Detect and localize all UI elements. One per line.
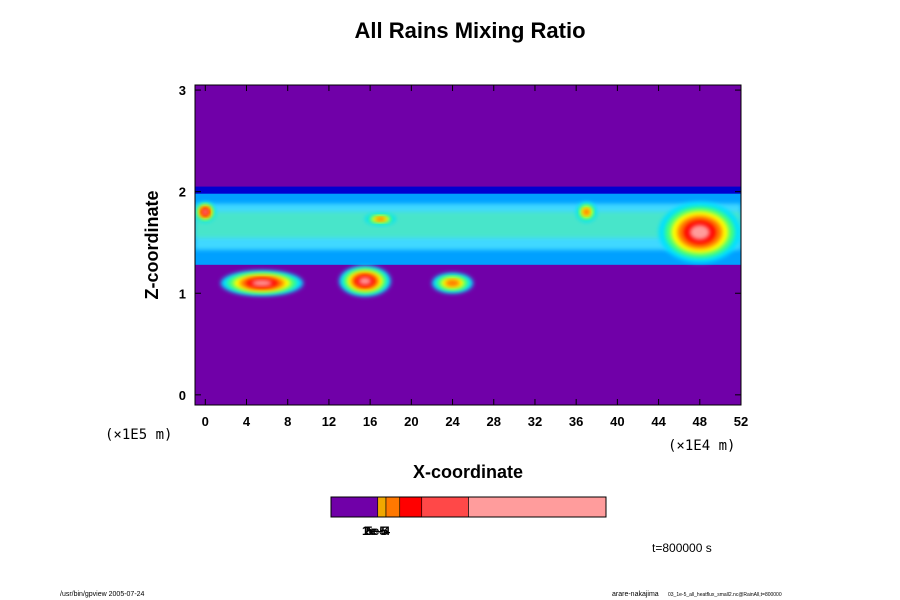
x-tick-label: 44 (651, 414, 666, 429)
x-tick-label: 48 (693, 414, 707, 429)
x-tick-label: 16 (363, 414, 377, 429)
x-tick-label: 0 (202, 414, 209, 429)
cloud-band-green (195, 211, 741, 238)
y-tick-label: 2 (179, 185, 186, 200)
y-ticks: 0 1 2 3 (179, 83, 741, 403)
rain-blob-contour (202, 209, 208, 215)
plot-features (195, 186, 741, 297)
x-tick-label: 12 (322, 414, 336, 429)
rain-blob-contour (375, 216, 386, 222)
y-tick-label: 1 (179, 286, 186, 301)
colorbar-segment (377, 496, 387, 518)
time-label: t=800000 s (652, 541, 712, 555)
x-axis-label: X-coordinate (413, 462, 523, 482)
colorbar-tick-label: 5e-4 (366, 524, 390, 538)
colorbar-segment (468, 496, 607, 518)
y-axis-label: Z-coordinate (142, 190, 162, 299)
rain-blob-contour (582, 208, 591, 216)
x-tick-label: 36 (569, 414, 583, 429)
colorbar-tick-label: 1e-5 (362, 524, 386, 538)
chart-title: All Rains Mixing Ratio (354, 18, 585, 43)
x-tick-label: 20 (404, 414, 418, 429)
y-unit-label: (×1E5 m) (105, 427, 172, 443)
footer-left: /usr/bin/gpview 2005-07-24 (60, 591, 145, 598)
colorbar-labels: 1e-52e-55e-4 (362, 524, 390, 538)
y-tick-label: 0 (179, 388, 186, 403)
rain-blob-contour (689, 224, 710, 240)
colorbar-segment (385, 496, 401, 518)
colorbar-segment (399, 496, 423, 518)
footer-right-sub: 03_1e-5_all_heatflux_small2.nc@RainAll,t… (668, 592, 782, 598)
x-tick-label: 4 (243, 414, 251, 429)
cloud-top-layer (195, 186, 741, 197)
plot-frame (194, 84, 742, 406)
x-tick-label: 40 (610, 414, 624, 429)
x-tick-label: 52 (734, 414, 748, 429)
colorbar-tick-label: 2e-5 (364, 524, 388, 538)
rain-blob-contour (251, 280, 272, 287)
y-tick-label: 3 (179, 83, 186, 98)
rain-blob-contour (358, 277, 372, 285)
x-tick-label: 32 (528, 414, 542, 429)
rain-blob-contour (445, 279, 460, 287)
footer-right-main: arare-nakajima (612, 591, 659, 598)
colorbar (330, 496, 607, 518)
colorbar-frame (330, 496, 607, 518)
x-tick-label: 8 (284, 414, 291, 429)
colorbar-segment (330, 496, 379, 518)
x-tick-label: 28 (487, 414, 501, 429)
colorbar-segment (421, 496, 469, 518)
x-unit-label: (×1E4 m) (668, 438, 735, 454)
x-tick-label: 24 (445, 414, 460, 429)
